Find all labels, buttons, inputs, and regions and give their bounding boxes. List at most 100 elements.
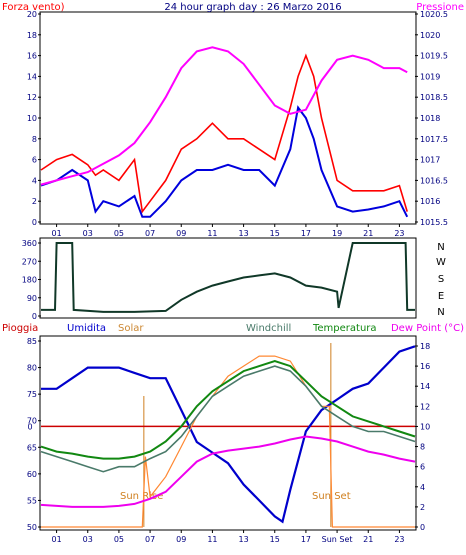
wind-axis-tick-label: 8 xyxy=(32,135,37,144)
wind-axis-tick-label: 4 xyxy=(32,176,37,185)
compass-n-top: N xyxy=(437,242,444,253)
pressure-axis-tick-label: 1020 xyxy=(420,31,440,40)
humidity-axis-tick-label: 60 xyxy=(27,470,37,479)
top-x-axis-tick-label: 13 xyxy=(238,229,248,238)
pressure-axis-tick-label: 1017.5 xyxy=(420,135,448,144)
humidity-axis-tick-label: 70 xyxy=(27,417,37,426)
temperature-axis-tick-label: 2 xyxy=(420,503,425,512)
pressure-axis-tick-label: 1017 xyxy=(420,156,440,165)
bottom-x-axis-tick-label: 01 xyxy=(51,535,61,544)
top-x-axis-tick-label: 23 xyxy=(394,229,404,238)
compass-s: S xyxy=(438,274,444,285)
bottom-x-axis-tick-label: Sun Set xyxy=(322,535,353,544)
direction-axis-tick-label: 270 xyxy=(22,257,37,266)
wind-direction-line xyxy=(41,242,415,313)
top-x-axis-tick-label: 17 xyxy=(301,229,311,238)
direction-axis-tick-label: 90 xyxy=(27,294,37,303)
windchill-line xyxy=(40,365,416,473)
humidity-legend: Umidita xyxy=(67,323,106,334)
temperature-axis-tick-label: 18 xyxy=(420,342,430,351)
humidity-axis-tick-label: 80 xyxy=(27,364,37,373)
wind-axis-tick-label: 20 xyxy=(27,10,37,19)
humidity-axis-tick-label: 50 xyxy=(27,523,37,532)
bottom-x-axis-tick-label: 11 xyxy=(207,535,217,544)
temperature-axis-tick-label: 10 xyxy=(420,422,430,431)
chart-title: 24 hour graph day : 26 Marzo 2016 xyxy=(164,2,341,13)
top-x-axis-tick-label: 19 xyxy=(332,229,342,238)
wind-axis-tick-label: 12 xyxy=(27,93,37,102)
compass-w: W xyxy=(436,257,446,268)
dewpoint-line xyxy=(40,435,416,508)
pressure-axis-tick-label: 1016.5 xyxy=(420,176,448,185)
pressure-axis-tick-label: 1019 xyxy=(420,72,440,81)
top-x-axis-tick-label: 05 xyxy=(114,229,124,238)
temperature-axis-tick-label: 16 xyxy=(420,362,430,371)
top-x-axis-tick-label: 11 xyxy=(207,229,217,238)
dewpoint-legend: Dew Point (°C) xyxy=(391,323,464,334)
windchill-legend: Windchill xyxy=(246,323,291,334)
direction-axis-tick-label: 180 xyxy=(22,276,37,285)
bottom-x-axis-tick-label: 17 xyxy=(301,535,311,544)
top-x-axis-tick-label: 21 xyxy=(363,229,373,238)
pressure-axis-tick-label: 1019.5 xyxy=(420,52,448,61)
humidity-axis-tick-label: 85 xyxy=(27,337,37,346)
top-x-axis-tick-label: 03 xyxy=(83,229,93,238)
pressure-axis-tick-label: 1018 xyxy=(420,114,440,123)
top-x-axis-tick-label: 09 xyxy=(176,229,186,238)
bottom-x-axis-tick-label: 03 xyxy=(83,535,93,544)
temperature-axis-tick-label: 4 xyxy=(420,483,425,492)
top-x-axis-tick-label: 01 xyxy=(51,229,61,238)
humidity-axis-tick-label: 65 xyxy=(27,443,37,452)
bottom-x-axis-tick-label: 15 xyxy=(270,535,280,544)
top-panel-plot: 0 2 4 6 8 10 12 14 16 18 20 1015.5 1016 1016.5 1017 101… xyxy=(27,10,448,238)
sun-rise-annotation: Sun Rise xyxy=(120,491,163,502)
wind-axis-tick-label: 0 xyxy=(32,218,37,227)
wind-force-label: Forza vento) xyxy=(2,2,65,13)
bottom-x-axis-tick-label: 21 xyxy=(363,535,373,544)
solar-line xyxy=(41,355,415,528)
temperature-line xyxy=(40,360,416,460)
compass-e: E xyxy=(438,291,444,302)
temperature-axis-tick-label: 8 xyxy=(420,443,425,452)
bottom-panel-frame xyxy=(39,335,417,531)
top-x-axis-tick-label: 15 xyxy=(270,229,280,238)
wind-axis-tick-label: 14 xyxy=(27,72,37,81)
bottom-x-axis-tick-label: 13 xyxy=(238,535,248,544)
top-panel-frame xyxy=(39,11,417,225)
bottom-x-axis-tick-label: 05 xyxy=(114,535,124,544)
pressure-axis-tick-label: 1016 xyxy=(420,197,440,206)
temperature-axis-tick-label: 14 xyxy=(420,382,430,391)
direction-axis-tick-label: 0 xyxy=(32,312,37,321)
pressure-axis-tick-label: 1020.5 xyxy=(420,10,448,19)
compass-n-bottom: N xyxy=(437,307,444,318)
pressure-label: Pressione xyxy=(416,2,464,13)
bottom-x-axis-tick-label: 09 xyxy=(176,535,186,544)
temperature-axis-tick-label: 6 xyxy=(420,463,425,472)
solar-legend: Solar xyxy=(118,323,144,334)
wind-average-line xyxy=(40,105,409,218)
temperature-axis-tick-label: 0 xyxy=(420,523,425,532)
humidity-axis-tick-label: 55 xyxy=(27,496,37,505)
pressure-line xyxy=(40,46,408,186)
compass-labels: N W S E N xyxy=(436,242,446,318)
bottom-panel-plot: 50 55 60 65 70 75 80 85 0 2 4 6 8 10 12 14 16 18 0 01 03 05 07… xyxy=(27,337,430,544)
wind-axis-tick-label: 10 xyxy=(27,114,37,123)
rain-legend: Pioggia xyxy=(2,323,38,334)
bottom-x-axis-tick-label: 23 xyxy=(394,535,404,544)
pressure-axis-tick-label: 1018.5 xyxy=(420,93,448,102)
wind-axis-tick-label: 18 xyxy=(27,31,37,40)
humidity-line xyxy=(41,345,416,524)
humidity-axis-tick-label: 75 xyxy=(27,390,37,399)
pressure-axis-tick-label: 1015.5 xyxy=(420,218,448,227)
rain-zero-label: 0 xyxy=(27,422,32,431)
wind-axis-tick-label: 2 xyxy=(32,197,37,206)
temperature-axis-tick-label: 12 xyxy=(420,402,430,411)
wind-axis-tick-label: 16 xyxy=(27,52,37,61)
middle-panel-frame xyxy=(39,237,417,319)
wind-gust-line xyxy=(40,53,408,214)
temperature-legend: Temperatura xyxy=(312,323,377,334)
direction-axis-tick-label: 360 xyxy=(22,239,37,248)
wind-axis-tick-label: 6 xyxy=(32,156,37,165)
bottom-x-axis-tick-label: 07 xyxy=(145,535,155,544)
